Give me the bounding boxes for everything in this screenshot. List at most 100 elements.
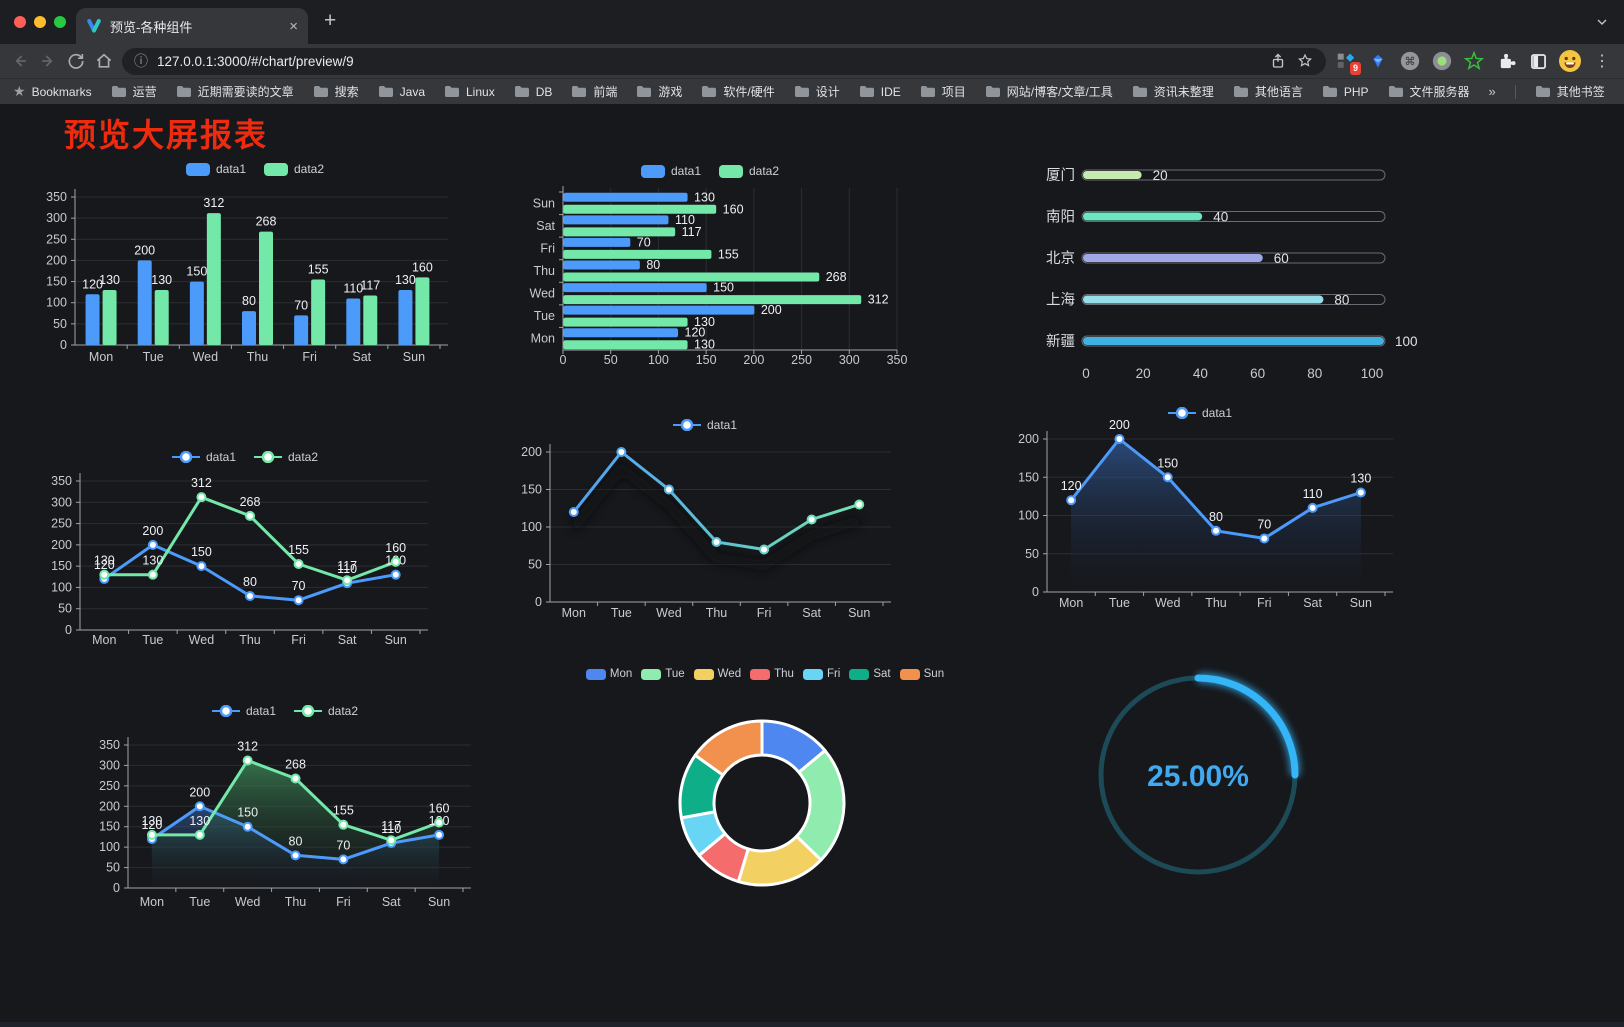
data-point[interactable] [99,569,110,580]
address-bar[interactable]: ⓘ 127.0.0.1:3000/#/chart/preview/9 [122,47,1326,75]
data-point[interactable] [242,821,253,832]
data-point[interactable] [342,575,353,586]
bookmark-item[interactable]: Java [378,85,425,99]
data-point[interactable] [245,590,255,601]
data-point[interactable] [293,559,304,570]
data-point[interactable] [390,569,401,580]
home-icon[interactable] [94,51,114,71]
legend-item-data1[interactable]: data1 [185,162,246,176]
legend-item-Fri[interactable]: Fri [802,668,840,680]
browser-tab[interactable]: 预览-各种组件 × [76,8,308,44]
bookmark-item[interactable]: IDE [859,85,901,99]
bookmark-item[interactable]: 游戏 [636,83,682,100]
bar-data1-Wed[interactable] [563,283,707,293]
bar-data1-Sat[interactable] [346,298,361,345]
bar-data1-Tue[interactable] [137,260,152,345]
data-point[interactable] [293,595,304,606]
bar-data1-Mon[interactable] [85,294,100,345]
bar-data2-Sun[interactable] [415,277,430,345]
close-tab-icon[interactable]: × [289,17,298,35]
data-point[interactable] [1355,487,1366,498]
bar-data2-Sat[interactable] [563,227,676,237]
data-point[interactable] [1259,533,1270,544]
data-point[interactable] [616,447,627,457]
bookmark-item[interactable]: 搜索 [313,83,359,100]
new-tab-button[interactable]: + [324,9,337,32]
progress-fill-北京[interactable] [1083,254,1263,262]
legend-item-data2[interactable]: data2 [264,162,324,176]
bar-data2-Mon[interactable] [102,290,117,345]
bar-data1-Sun[interactable] [398,290,413,345]
bookmark-item[interactable]: PHP [1322,85,1369,99]
extension-command-icon[interactable]: ⌘ [1398,49,1422,73]
data-point[interactable] [711,537,722,547]
extension-grid-diamond-icon[interactable]: 9 [1334,49,1361,75]
bar-data1-Thu[interactable] [563,260,640,270]
browser-menu-icon[interactable]: ⋮ [1594,53,1610,70]
data-point[interactable] [434,829,445,840]
bar-data2-Fri[interactable] [563,249,712,259]
legend-item-data1[interactable]: data1 [640,164,701,178]
data-point[interactable] [663,484,674,495]
bookmark-item[interactable]: DB [514,85,552,99]
bar-data1-Tue[interactable] [563,305,755,315]
extension-green-dot-icon[interactable] [1430,49,1454,73]
bar-data2-Wed[interactable] [563,295,862,305]
back-icon[interactable] [10,51,30,71]
data-point[interactable] [194,829,205,840]
data-point[interactable] [1114,434,1125,444]
data-point[interactable] [854,499,865,510]
bookmark-item[interactable]: 网站/博客/文章/工具 [985,83,1113,100]
data-point[interactable] [196,561,207,572]
data-point[interactable] [147,569,158,580]
data-point[interactable] [242,755,253,766]
legend-item-Sat[interactable]: Sat [849,668,891,680]
data-point[interactable] [1307,502,1318,513]
bar-data1-Fri[interactable] [294,315,309,345]
legend-item-Sun[interactable]: Sun [899,668,944,680]
data-point[interactable] [196,492,207,503]
bar-data2-Sat[interactable] [363,295,378,345]
legend-item-Mon[interactable]: Mon [585,668,632,680]
site-info-icon[interactable]: ⓘ [134,53,148,69]
bookmark-item[interactable]: 资讯未整理 [1132,83,1214,100]
share-icon[interactable] [1269,52,1287,70]
legend-item-data2[interactable]: data2 [719,164,779,178]
profile-avatar-emoji[interactable] [1558,49,1582,73]
bookmark-item[interactable]: 文件服务器 [1388,83,1470,100]
data-point[interactable] [194,801,205,812]
data-point[interactable] [338,854,349,865]
legend-item-Tue[interactable]: Tue [641,668,685,680]
legend-item-data1[interactable]: data1 [171,450,236,464]
bar-data2-Thu[interactable] [563,272,820,282]
reload-icon[interactable] [66,51,86,71]
close-window-button[interactable] [14,16,26,28]
bar-data2-Fri[interactable] [311,279,326,345]
bar-data2-Thu[interactable] [259,231,273,345]
extensions-puzzle-icon[interactable] [1494,49,1518,73]
progress-fill-南阳[interactable] [1083,212,1203,221]
pie-slice-Sun[interactable] [693,719,764,777]
bookmark-item[interactable]: 运营 [111,83,157,100]
bar-data2-Sun[interactable] [563,204,717,214]
bar-data1-Sun[interactable] [563,192,688,202]
legend-item-data2[interactable]: data2 [294,704,358,718]
legend-item-Wed[interactable]: Wed [693,668,741,680]
bookmark-star-icon[interactable] [1296,52,1314,70]
other-bookmarks-folder[interactable]: 其他书签 [1535,83,1605,100]
progress-fill-上海[interactable] [1083,295,1324,304]
progress-fill-厦门[interactable] [1083,171,1142,179]
data-point[interactable] [1066,495,1077,506]
dark-mode-split-square-icon[interactable] [1526,49,1550,73]
legend-item-data2[interactable]: data2 [254,450,318,464]
bookmark-item[interactable]: Linux [444,85,495,99]
legend-item-data1[interactable]: data1 [1167,406,1232,420]
data-point[interactable] [290,850,301,861]
data-point[interactable] [245,510,255,521]
bookmark-item[interactable]: 前端 [571,83,617,100]
data-point[interactable] [1211,525,1221,536]
bookmark-item[interactable]: 近期需要读的文章 [176,83,294,100]
chevron-down-icon[interactable] [1594,14,1610,30]
bar-data1-Mon[interactable] [563,328,679,338]
forward-icon[interactable] [38,51,58,71]
